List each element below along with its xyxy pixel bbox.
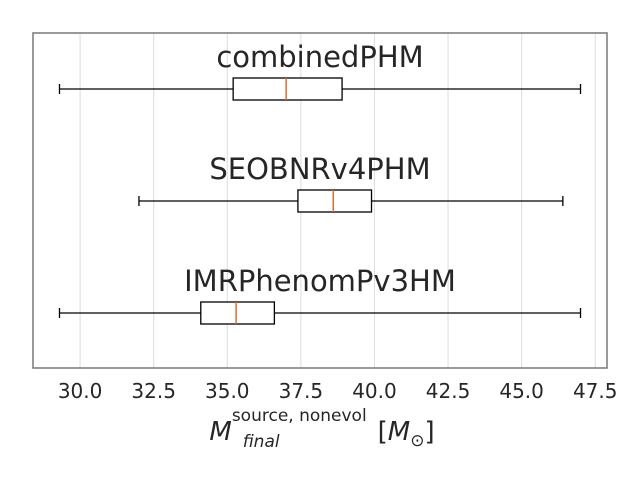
xlabel-unit-open: [ <box>378 417 388 447</box>
x-tick-label: 45.0 <box>499 379 544 403</box>
xlabel-unit-subscript: ⊙ <box>410 431 424 451</box>
xlabel-unit-symbol: M <box>388 417 410 447</box>
boxplot-group: combinedPHM <box>58 40 582 101</box>
iqr-box <box>232 77 343 101</box>
boxplot-label: IMRPhenomPv3HM <box>184 264 456 298</box>
boxplot-label: combinedPHM <box>216 40 423 74</box>
x-tick-label: 30.0 <box>58 379 103 403</box>
xlabel-subscript: final <box>243 432 280 452</box>
boxplots: combinedPHM SEOBNRv4PHM IMRPhenomPv3HM <box>58 40 582 325</box>
x-tick-label: 35.0 <box>205 379 250 403</box>
plot-frame <box>32 32 608 369</box>
iqr-box <box>200 301 276 325</box>
boxplot-label: SEOBNRv4PHM <box>209 152 430 186</box>
iqr-box <box>297 189 373 213</box>
boxplot-group: SEOBNRv4PHM <box>138 152 564 213</box>
x-tick-label: 40.0 <box>352 379 397 403</box>
xlabel-superscript: source, nonevol <box>232 406 367 426</box>
x-tick-label: 37.5 <box>279 379 324 403</box>
xlabel-unit-close: ] <box>424 417 434 447</box>
xlabel-symbol: M <box>209 417 231 447</box>
x-tick-labels: 30.0 32.5 35.0 37.5 40.0 42.5 45.0 47.5 <box>58 379 618 403</box>
x-tick-label: 42.5 <box>426 379 471 403</box>
x-axis-label: Msource, nonevol final [M⊙] <box>209 406 434 452</box>
boxplot-group: IMRPhenomPv3HM <box>58 264 582 325</box>
x-tick-label: 32.5 <box>131 379 176 403</box>
x-tick-label: 47.5 <box>573 379 618 403</box>
